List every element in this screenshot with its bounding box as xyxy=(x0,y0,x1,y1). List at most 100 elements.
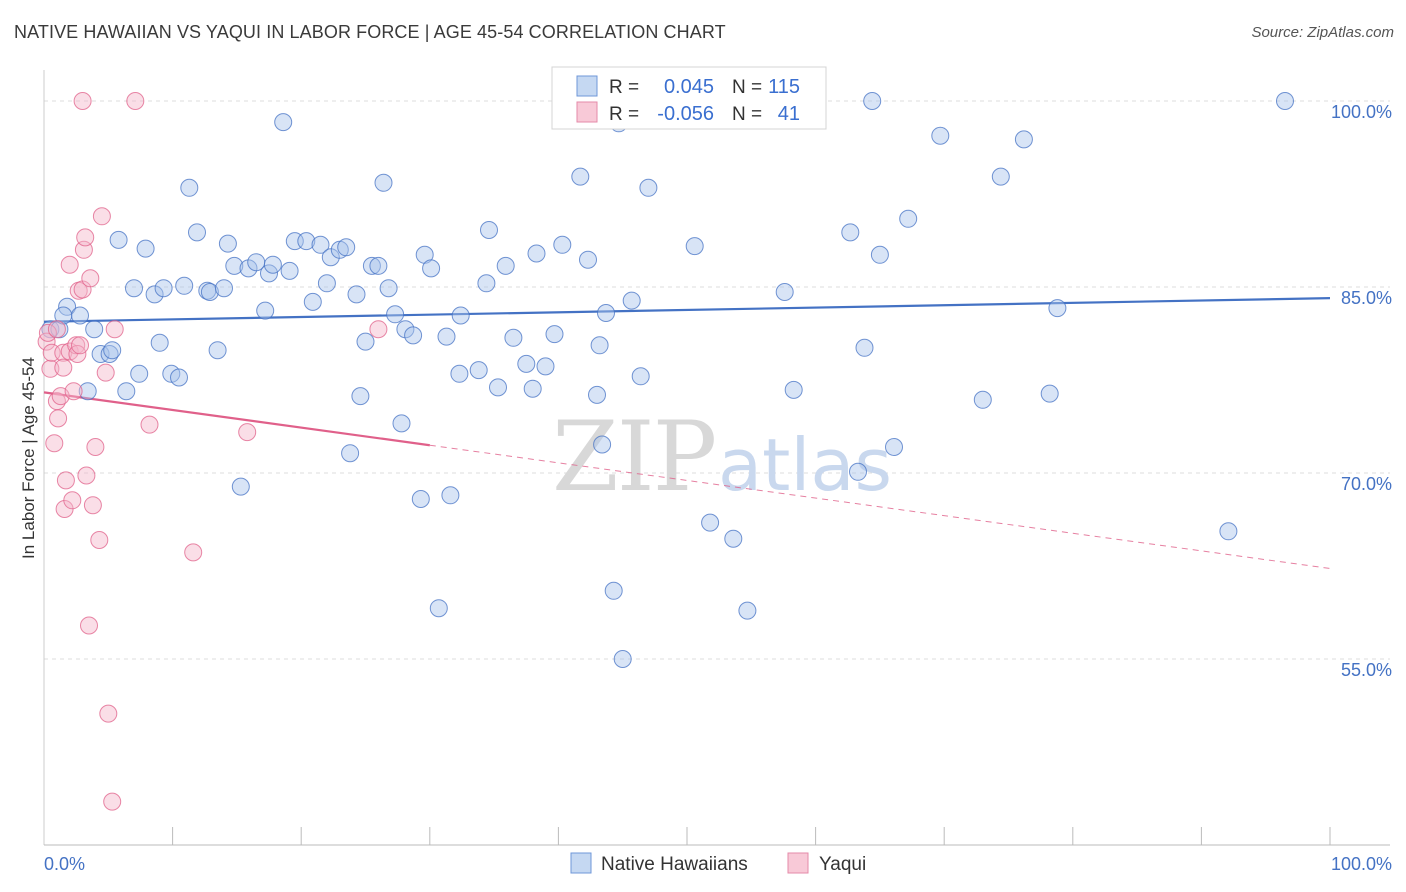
point-native-hawaiian xyxy=(109,230,128,249)
point-native-hawaiian xyxy=(738,601,757,620)
point-native-hawaiian xyxy=(392,414,411,433)
point-native-hawaiian xyxy=(215,279,233,298)
point-native-hawaiian xyxy=(489,378,507,397)
grid-lines xyxy=(44,100,1390,660)
point-native-hawaiian xyxy=(180,178,199,197)
watermark: ZIP atlas xyxy=(552,401,892,513)
point-yaqui xyxy=(45,434,64,453)
legend-n-value-1: 115 xyxy=(768,76,800,98)
point-native-hawaiian xyxy=(386,305,405,324)
point-native-hawaiian xyxy=(588,385,606,404)
point-native-hawaiian xyxy=(613,650,632,668)
point-yaqui xyxy=(76,228,95,247)
point-native-hawaiian xyxy=(477,274,496,293)
legend-n-value-2: 41 xyxy=(778,103,800,125)
point-native-hawaiian xyxy=(545,325,564,344)
legend-swatch-blue xyxy=(576,75,598,97)
legend-r-label-1: R = xyxy=(609,77,639,98)
point-native-hawaiian xyxy=(297,232,316,251)
point-yaqui xyxy=(96,363,115,382)
point-native-hawaiian xyxy=(841,223,860,242)
point-native-hawaiian xyxy=(337,238,356,257)
legend-r-value-1: 0.045 xyxy=(664,76,714,98)
axes xyxy=(43,70,1390,846)
bottom-legend-swatch-native-hawaiians xyxy=(570,852,592,874)
point-native-hawaiian xyxy=(1048,299,1067,318)
point-yaqui xyxy=(56,471,75,490)
point-native-hawaiian xyxy=(280,261,299,280)
y-tick-label: 85.0% xyxy=(1341,288,1392,308)
point-yaqui xyxy=(86,438,105,456)
point-yaqui xyxy=(47,320,66,339)
point-yaqui xyxy=(54,358,73,377)
point-native-hawaiian xyxy=(536,357,555,376)
point-native-hawaiian xyxy=(437,327,456,346)
legend-n-label-1: N = xyxy=(732,77,762,98)
bottom-legend: Native Hawaiians Yaqui xyxy=(570,852,866,875)
point-native-hawaiian xyxy=(422,259,441,278)
point-native-hawaiian xyxy=(527,244,546,263)
source-label: Source: ZipAtlas.com xyxy=(1251,24,1394,41)
point-native-hawaiian xyxy=(136,239,155,258)
point-native-hawaiian xyxy=(356,332,375,351)
y-tick-labels: 100.0% 85.0% 70.0% 55.0% xyxy=(1331,102,1392,680)
point-native-hawaiian xyxy=(1219,522,1238,541)
point-native-hawaiian xyxy=(351,387,370,406)
point-native-hawaiian xyxy=(303,292,322,311)
x-tick-label-max: 100.0% xyxy=(1331,854,1392,874)
point-native-hawaiian xyxy=(145,285,164,304)
point-yaqui xyxy=(77,466,96,485)
point-native-hawaiian xyxy=(311,235,330,254)
point-native-hawaiian xyxy=(597,304,615,322)
y-tick-label: 100.0% xyxy=(1331,102,1392,122)
point-native-hawaiian xyxy=(341,444,360,463)
point-native-hawaiian xyxy=(517,354,536,373)
point-native-hawaiian xyxy=(701,513,720,532)
point-native-hawaiian xyxy=(274,113,293,132)
point-yaqui xyxy=(83,496,102,515)
trend-line-blue xyxy=(43,297,1331,323)
point-native-hawaiian xyxy=(208,341,227,360)
point-native-hawaiian xyxy=(469,361,488,380)
point-native-hawaiian xyxy=(451,306,470,325)
y-tick-label: 55.0% xyxy=(1341,660,1392,680)
point-yaqui xyxy=(49,409,68,428)
point-native-hawaiian xyxy=(411,490,430,508)
point-native-hawaiian xyxy=(150,333,169,352)
point-yaqui xyxy=(80,616,98,635)
point-native-hawaiian xyxy=(784,380,803,399)
data-points xyxy=(37,92,1294,811)
point-yaqui xyxy=(81,269,100,288)
point-native-hawaiian xyxy=(590,336,609,355)
x-tick-label-min: 0.0% xyxy=(44,854,85,874)
point-native-hawaiian xyxy=(218,234,237,253)
point-yaqui xyxy=(184,543,203,562)
bottom-legend-native-hawaiians: Native Hawaiians xyxy=(601,854,748,875)
point-yaqui xyxy=(60,255,79,274)
point-native-hawaiian xyxy=(553,235,572,254)
point-native-hawaiian xyxy=(117,382,136,401)
point-native-hawaiian xyxy=(496,256,515,275)
trend-line-pink xyxy=(43,391,430,447)
point-native-hawaiian xyxy=(991,167,1010,186)
point-native-hawaiian xyxy=(885,438,903,456)
point-native-hawaiian xyxy=(225,256,244,275)
watermark-zip: ZIP xyxy=(552,401,715,513)
point-native-hawaiian xyxy=(855,338,874,357)
point-native-hawaiian xyxy=(1040,384,1059,403)
point-native-hawaiian xyxy=(604,581,623,600)
point-yaqui xyxy=(92,207,111,226)
point-native-hawaiian xyxy=(504,328,523,347)
point-native-hawaiian xyxy=(622,291,641,310)
point-native-hawaiian xyxy=(450,364,469,383)
point-yaqui xyxy=(369,320,388,339)
point-native-hawaiian xyxy=(1276,92,1294,110)
point-yaqui xyxy=(90,531,109,549)
point-native-hawaiian xyxy=(263,255,282,274)
point-native-hawaiian xyxy=(931,126,950,145)
point-native-hawaiian xyxy=(256,301,275,320)
point-native-hawaiian xyxy=(639,178,658,197)
point-yaqui xyxy=(105,320,124,339)
point-native-hawaiian xyxy=(685,237,704,256)
point-yaqui xyxy=(73,92,92,110)
